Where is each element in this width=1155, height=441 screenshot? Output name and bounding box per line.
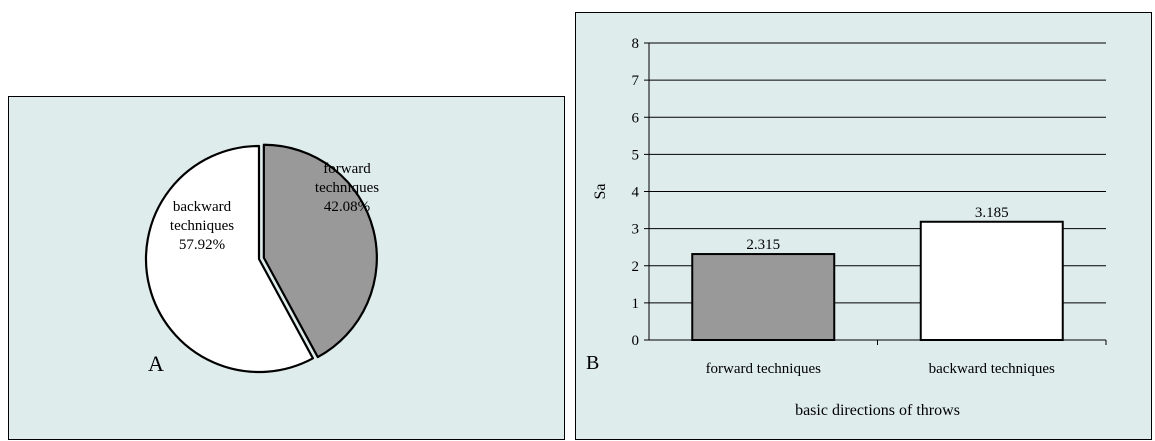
x-tick-label: backward techniques [929,361,1055,377]
bar-chart: 0 1 2 3 4 5 6 7 8 2.315 forward techniques 3.185 bac… [586,36,1107,419]
bar [919,220,1064,342]
bar-value-label: 3.185 [975,205,1009,221]
panel-label: B [586,352,599,374]
x-axis-title: basic directions of throws [795,402,960,419]
pie-chart-panel: forward techniques 42.08% backward technique… [8,96,565,440]
pie-chart: forward techniques 42.08% backward technique… [144,143,379,376]
bar [691,253,836,341]
bar-chart-panel: 0 1 2 3 4 5 6 7 8 2.315 forward techniques 3.185 bac… [575,12,1152,440]
pie-slice-label: backward techniques 57.92% [170,199,234,253]
x-tick-label: forward techniques [706,361,822,377]
bar-value-label: 2.315 [746,237,780,253]
y-tick-label: 4 [632,185,640,201]
y-axis-title: Sa [592,184,609,200]
pie-slice [144,144,315,374]
y-tick-label: 2 [632,259,640,275]
pie-slice-label: forward techniques 42.08% [315,161,379,215]
y-tick-label: 7 [632,73,640,89]
panel-label: A [148,351,164,376]
y-tick-label: 1 [632,296,640,312]
y-tick-label: 6 [632,110,640,126]
y-tick-label: 5 [632,147,640,163]
y-tick-label: 3 [632,222,640,238]
y-tick-label: 0 [632,333,640,349]
y-tick-label: 8 [632,36,640,52]
pie-slice [262,143,378,359]
